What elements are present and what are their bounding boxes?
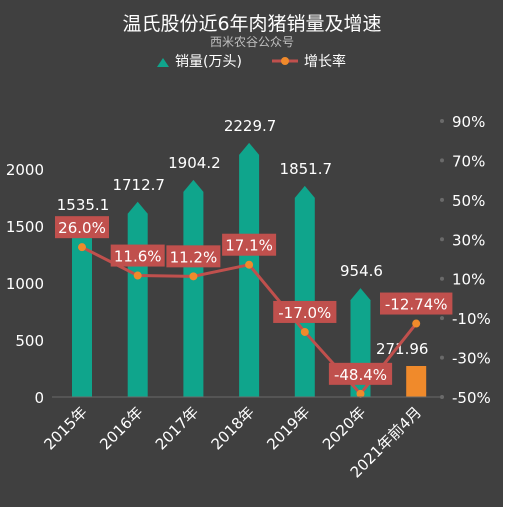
growth-label: 11.2% [170, 248, 218, 266]
growth-label-box [328, 362, 393, 385]
growth-label: 11.6% [114, 248, 162, 266]
legend-line-marker [281, 57, 289, 65]
y-right-tick-dot [440, 158, 444, 163]
y-right-tick-label: 10% [452, 271, 485, 289]
bar-series [72, 142, 427, 397]
y-right-tick-label: 30% [452, 231, 485, 249]
legend-bar-swatch [157, 58, 169, 67]
y-right-tick-dot [440, 316, 444, 321]
growth-label-box [166, 245, 221, 268]
growth-label: -12.74% [385, 296, 448, 314]
growth-label: -17.0% [278, 304, 331, 322]
bar [239, 142, 260, 397]
y-left-tick-label: 1500 [6, 218, 44, 236]
line-labels: 26.0% 11.6% 11.2% 17.1% -17.0% -48.4% -12.74% [55, 216, 453, 385]
y-right-tick-dot [440, 395, 444, 399]
x-tick-label: 2017年 [152, 403, 202, 453]
bar [406, 365, 427, 397]
y-right-tick-label: -10% [452, 310, 491, 328]
legend-item-line: 增长率 [272, 53, 346, 70]
bar [127, 201, 148, 397]
legend-line-label: 增长率 [304, 53, 346, 70]
y-right-tick-dot [440, 197, 444, 202]
growth-point [300, 327, 309, 336]
growth-point [133, 271, 142, 280]
y-right-tick-label: -30% [452, 350, 491, 368]
y-left-tick-label: 0 [34, 389, 44, 407]
bar-value-label: 1904.2 [168, 154, 221, 172]
bar [183, 179, 204, 397]
bar [294, 185, 315, 397]
growth-label: 17.1% [225, 237, 273, 255]
bar-value-label: 1851.7 [280, 160, 333, 178]
line-series [78, 243, 421, 398]
x-tick-label: 2018年 [208, 403, 258, 453]
y-axis-right: -50% -30% -10% 10% 30% 50% 70% 90% [440, 113, 491, 407]
growth-label-box [55, 216, 109, 239]
x-tick-label: 2020年 [319, 403, 369, 453]
x-tick-label: 2015年 [40, 403, 90, 453]
x-tick-label: 2016年 [96, 403, 146, 453]
growth-label: 26.0% [58, 219, 106, 237]
legend-bar-label: 销量(万头) [175, 54, 242, 70]
y-right-tick-dot [440, 119, 444, 123]
growth-label-box [273, 300, 337, 323]
y-right-tick-label: 70% [452, 152, 485, 170]
bar [72, 221, 92, 397]
y-left-tick-label: 500 [15, 332, 44, 350]
y-right-tick-label: 90% [452, 113, 485, 131]
y-left-tick-label: 2000 [6, 161, 44, 179]
bar-value-label: 1712.7 [112, 176, 165, 194]
growth-label-box [222, 233, 277, 256]
y-right-tick-label: -50% [452, 389, 491, 407]
growth-point [245, 260, 254, 269]
y-left-tick-label: 1000 [6, 275, 44, 293]
growth-label-box [110, 244, 165, 267]
legend-item-bar: 销量(万头) [157, 54, 242, 70]
legend: 销量(万头) 增长率 [157, 53, 346, 70]
growth-point [78, 243, 86, 252]
bar-value-label: 1535.1 [57, 196, 110, 214]
growth-point [356, 389, 365, 398]
x-tick-label: 2019年 [263, 403, 313, 453]
y-right-tick-dot [440, 276, 444, 281]
y-axis-left: 0 500 1000 1500 2000 [6, 161, 44, 407]
y-right-tick-dot [440, 237, 444, 242]
y-right-tick-label: 50% [452, 192, 485, 210]
growth-label-box [380, 292, 453, 315]
growth-point [412, 319, 421, 328]
bar-value-label: 2229.7 [224, 117, 277, 135]
bar-value-label: 271.96 [376, 340, 429, 358]
y-right-tick-dot [440, 355, 444, 360]
growth-label: -48.4% [334, 366, 387, 384]
growth-point [189, 272, 198, 281]
chart-subtitle: 西米农谷公众号 [210, 35, 294, 49]
bar-value-label: 954.6 [340, 262, 383, 280]
chart-title: 温氏股份近6年肉猪销量及增速 [122, 13, 381, 35]
